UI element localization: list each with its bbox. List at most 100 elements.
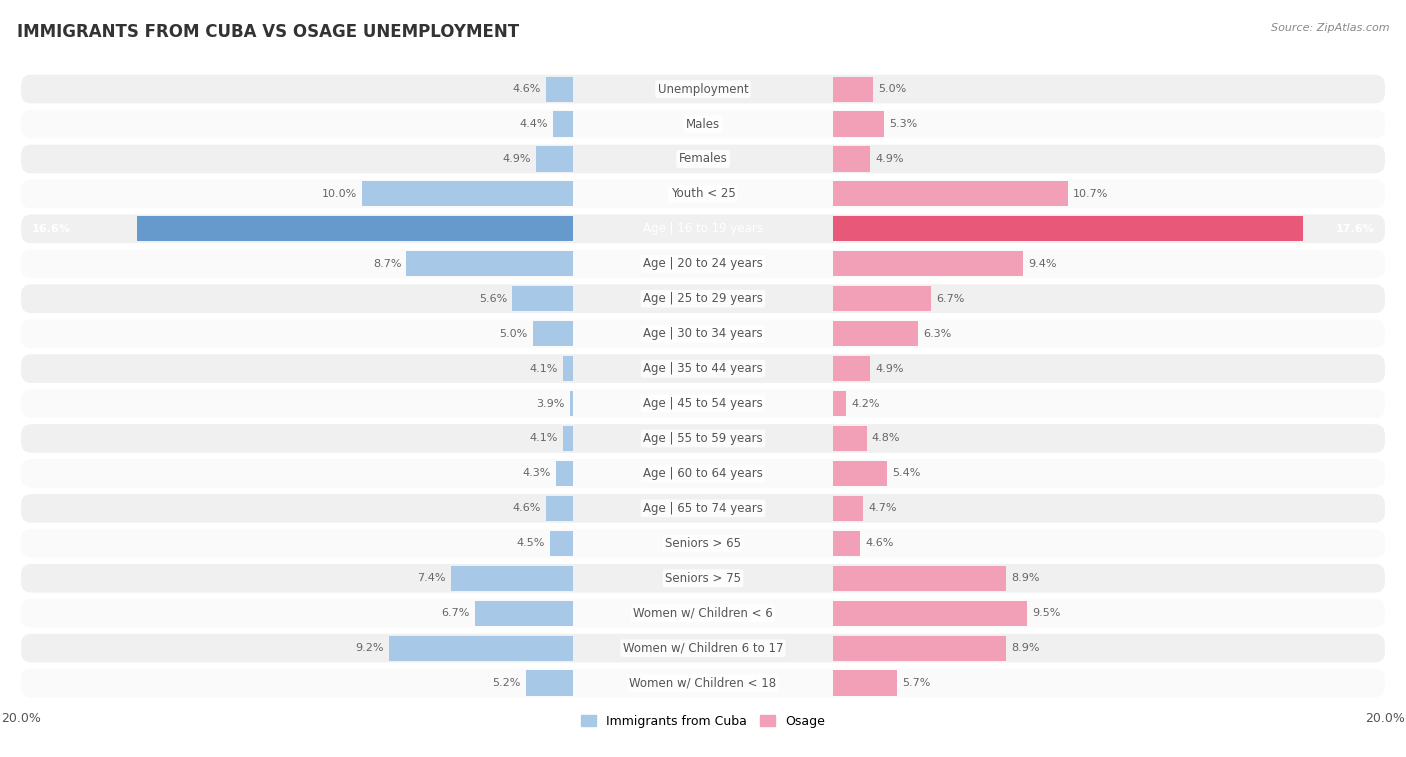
Bar bbox=[832, 426, 866, 451]
Text: 4.4%: 4.4% bbox=[519, 119, 548, 129]
FancyBboxPatch shape bbox=[21, 214, 1385, 243]
Text: Age | 35 to 44 years: Age | 35 to 44 years bbox=[643, 362, 763, 375]
Text: 4.3%: 4.3% bbox=[523, 469, 551, 478]
FancyBboxPatch shape bbox=[21, 145, 1385, 173]
Bar bbox=[136, 217, 574, 241]
Text: 4.6%: 4.6% bbox=[513, 84, 541, 94]
Bar bbox=[550, 531, 574, 556]
Bar bbox=[536, 146, 574, 172]
FancyBboxPatch shape bbox=[21, 354, 1385, 383]
Bar bbox=[832, 182, 1067, 207]
Bar bbox=[557, 461, 574, 486]
FancyBboxPatch shape bbox=[21, 75, 1385, 104]
FancyBboxPatch shape bbox=[21, 564, 1385, 593]
Text: 4.7%: 4.7% bbox=[869, 503, 897, 513]
Text: Age | 20 to 24 years: Age | 20 to 24 years bbox=[643, 257, 763, 270]
Text: 6.3%: 6.3% bbox=[922, 329, 952, 338]
Bar bbox=[389, 636, 574, 661]
Bar bbox=[832, 321, 918, 346]
Text: 5.2%: 5.2% bbox=[492, 678, 520, 688]
Bar bbox=[832, 251, 1024, 276]
Text: 4.6%: 4.6% bbox=[865, 538, 893, 548]
Text: 17.6%: 17.6% bbox=[1336, 224, 1375, 234]
FancyBboxPatch shape bbox=[21, 179, 1385, 208]
FancyBboxPatch shape bbox=[21, 599, 1385, 628]
Bar bbox=[832, 356, 870, 382]
Bar bbox=[832, 286, 931, 311]
Text: 4.1%: 4.1% bbox=[530, 434, 558, 444]
FancyBboxPatch shape bbox=[21, 424, 1385, 453]
Text: 4.9%: 4.9% bbox=[875, 154, 904, 164]
Bar bbox=[832, 671, 897, 696]
Text: 4.2%: 4.2% bbox=[851, 398, 880, 409]
Text: 9.5%: 9.5% bbox=[1032, 608, 1060, 618]
Bar bbox=[832, 496, 863, 521]
FancyBboxPatch shape bbox=[21, 389, 1385, 418]
Text: 8.7%: 8.7% bbox=[373, 259, 401, 269]
Text: 5.3%: 5.3% bbox=[889, 119, 917, 129]
Text: 4.6%: 4.6% bbox=[513, 503, 541, 513]
Bar bbox=[564, 426, 574, 451]
FancyBboxPatch shape bbox=[21, 529, 1385, 558]
Bar bbox=[546, 496, 574, 521]
Text: Women w/ Children < 18: Women w/ Children < 18 bbox=[630, 677, 776, 690]
Bar bbox=[451, 565, 574, 590]
FancyBboxPatch shape bbox=[21, 285, 1385, 313]
Text: Females: Females bbox=[679, 152, 727, 166]
Text: Source: ZipAtlas.com: Source: ZipAtlas.com bbox=[1271, 23, 1389, 33]
Text: Age | 30 to 34 years: Age | 30 to 34 years bbox=[643, 327, 763, 340]
Bar bbox=[526, 671, 574, 696]
Text: 4.1%: 4.1% bbox=[530, 363, 558, 374]
Text: Unemployment: Unemployment bbox=[658, 83, 748, 95]
FancyBboxPatch shape bbox=[21, 110, 1385, 139]
Text: 4.8%: 4.8% bbox=[872, 434, 900, 444]
Bar bbox=[832, 531, 860, 556]
Text: 5.0%: 5.0% bbox=[879, 84, 907, 94]
Bar bbox=[832, 217, 1303, 241]
Text: 5.6%: 5.6% bbox=[478, 294, 508, 304]
Bar bbox=[512, 286, 574, 311]
Bar bbox=[546, 76, 574, 101]
Bar bbox=[363, 182, 574, 207]
Text: 5.0%: 5.0% bbox=[499, 329, 527, 338]
Text: 4.9%: 4.9% bbox=[502, 154, 531, 164]
Text: Women w/ Children < 6: Women w/ Children < 6 bbox=[633, 606, 773, 620]
Bar bbox=[832, 461, 887, 486]
Text: Seniors > 75: Seniors > 75 bbox=[665, 572, 741, 584]
FancyBboxPatch shape bbox=[21, 250, 1385, 278]
Bar bbox=[832, 600, 1026, 626]
Text: 9.4%: 9.4% bbox=[1029, 259, 1057, 269]
Text: Males: Males bbox=[686, 117, 720, 130]
Text: 6.7%: 6.7% bbox=[936, 294, 965, 304]
Text: Age | 65 to 74 years: Age | 65 to 74 years bbox=[643, 502, 763, 515]
Text: 8.9%: 8.9% bbox=[1011, 573, 1040, 583]
Text: 10.7%: 10.7% bbox=[1073, 189, 1108, 199]
Legend: Immigrants from Cuba, Osage: Immigrants from Cuba, Osage bbox=[576, 710, 830, 733]
Text: 8.9%: 8.9% bbox=[1011, 643, 1040, 653]
Bar bbox=[832, 565, 1007, 590]
Text: IMMIGRANTS FROM CUBA VS OSAGE UNEMPLOYMENT: IMMIGRANTS FROM CUBA VS OSAGE UNEMPLOYME… bbox=[17, 23, 519, 41]
Bar bbox=[533, 321, 574, 346]
Bar bbox=[832, 636, 1007, 661]
Text: 4.5%: 4.5% bbox=[516, 538, 544, 548]
Text: 5.4%: 5.4% bbox=[893, 469, 921, 478]
Text: 3.9%: 3.9% bbox=[537, 398, 565, 409]
Text: Age | 55 to 59 years: Age | 55 to 59 years bbox=[643, 432, 763, 445]
FancyBboxPatch shape bbox=[21, 319, 1385, 348]
Text: Seniors > 65: Seniors > 65 bbox=[665, 537, 741, 550]
Text: Age | 45 to 54 years: Age | 45 to 54 years bbox=[643, 397, 763, 410]
Text: Women w/ Children 6 to 17: Women w/ Children 6 to 17 bbox=[623, 642, 783, 655]
FancyBboxPatch shape bbox=[21, 634, 1385, 662]
Text: 5.7%: 5.7% bbox=[903, 678, 931, 688]
Text: Age | 16 to 19 years: Age | 16 to 19 years bbox=[643, 223, 763, 235]
Bar bbox=[406, 251, 574, 276]
Text: 7.4%: 7.4% bbox=[418, 573, 446, 583]
Text: 6.7%: 6.7% bbox=[441, 608, 470, 618]
Bar bbox=[564, 356, 574, 382]
Text: 16.6%: 16.6% bbox=[31, 224, 70, 234]
FancyBboxPatch shape bbox=[21, 668, 1385, 697]
Bar bbox=[569, 391, 574, 416]
Text: Age | 60 to 64 years: Age | 60 to 64 years bbox=[643, 467, 763, 480]
Text: 4.9%: 4.9% bbox=[875, 363, 904, 374]
Bar bbox=[832, 76, 873, 101]
